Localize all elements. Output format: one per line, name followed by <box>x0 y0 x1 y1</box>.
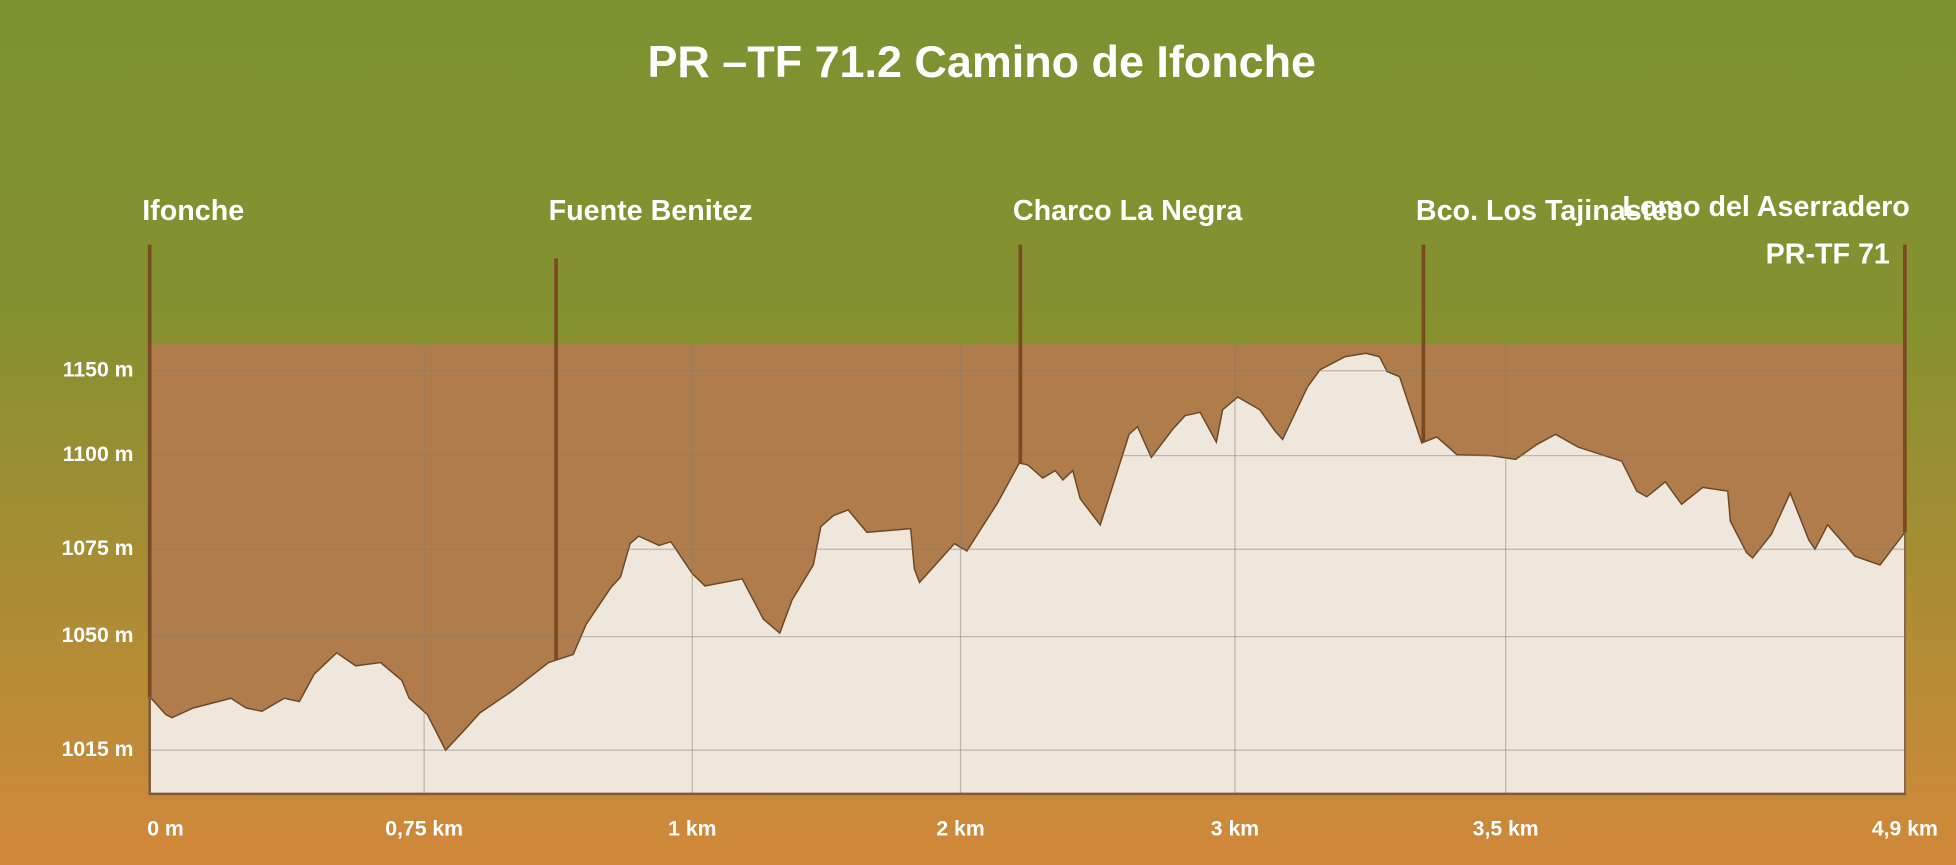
elevation-area <box>148 352 1906 795</box>
x-tick-label: 0 m <box>147 818 184 841</box>
x-tick-label: 0,75 km <box>385 818 463 841</box>
waypoint-sublabel: PR-TF 71 <box>1766 238 1890 270</box>
y-tick-label: 1100 m <box>63 443 134 466</box>
waypoint-label: Fuente Benitez <box>549 195 753 227</box>
waypoint-label: Ifonche <box>142 195 244 227</box>
waypoint-label: Bco. Los Tajinastes <box>1416 195 1683 227</box>
waypoint-label: Lomo del Aserradero <box>1622 191 1909 223</box>
y-tick-label: 1015 m <box>62 738 134 761</box>
y-tick-label: 1075 m <box>62 537 134 560</box>
x-tick-label: 1 km <box>668 818 716 841</box>
y-tick-label: 1050 m <box>62 624 134 647</box>
x-tick-label: 3,5 km <box>1473 818 1539 841</box>
y-tick-label: 1150 m <box>63 358 134 381</box>
x-tick-label: 3 km <box>1211 818 1259 841</box>
waypoint-label: Charco La Negra <box>1013 195 1244 227</box>
x-tick-label: 2 km <box>936 818 984 841</box>
plot-area <box>148 344 1906 795</box>
chart-title: PR –TF 71.2 Camino de Ifonche <box>647 36 1316 87</box>
x-tick-label: 4,9 km <box>1872 818 1938 841</box>
